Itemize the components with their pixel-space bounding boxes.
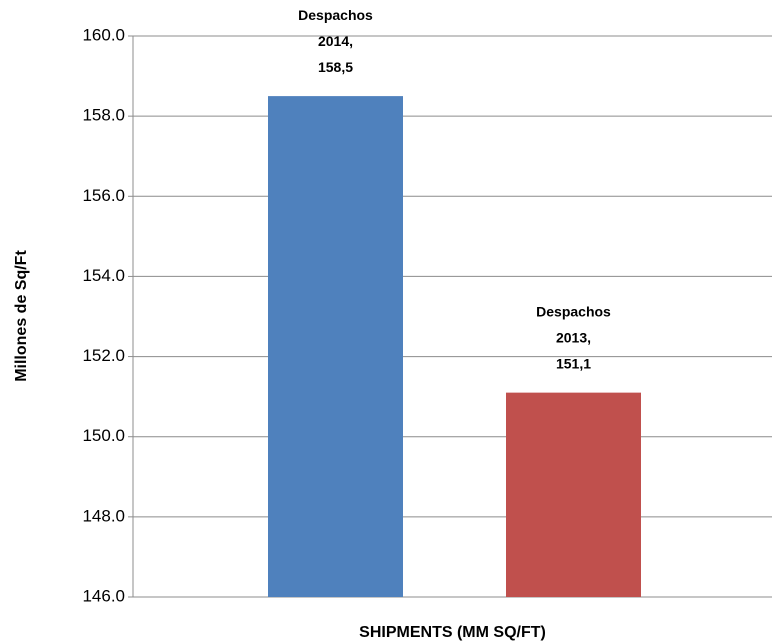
data-label: Despachos 2013, 151,1 bbox=[536, 303, 611, 371]
data-label-line: 2013, bbox=[556, 329, 591, 345]
x-tick-label: SHIPMENTS (MM SQ/FT) bbox=[359, 624, 546, 641]
y-tick-label: 152.0 bbox=[82, 346, 125, 365]
y-tick-label: 148.0 bbox=[82, 506, 125, 525]
bar bbox=[268, 96, 403, 597]
y-tick-label: 146.0 bbox=[82, 586, 125, 605]
y-tick-label: 158.0 bbox=[82, 106, 125, 125]
data-label-line: Despachos bbox=[536, 303, 611, 319]
data-label-line: Despachos bbox=[298, 7, 373, 23]
data-label-line: 2014, bbox=[318, 33, 353, 49]
y-axis-title: Millones de Sq/Ft bbox=[13, 250, 30, 382]
y-tick-label: 150.0 bbox=[82, 426, 125, 445]
data-label-line: 151,1 bbox=[556, 355, 591, 371]
y-tick-label: 160.0 bbox=[82, 25, 125, 44]
y-tick-label: 156.0 bbox=[82, 186, 125, 205]
y-tick-label: 154.0 bbox=[82, 266, 125, 285]
bar bbox=[506, 392, 641, 597]
data-label-line: 158,5 bbox=[318, 59, 353, 75]
data-label: Despachos 2014, 158,5 bbox=[298, 7, 373, 75]
